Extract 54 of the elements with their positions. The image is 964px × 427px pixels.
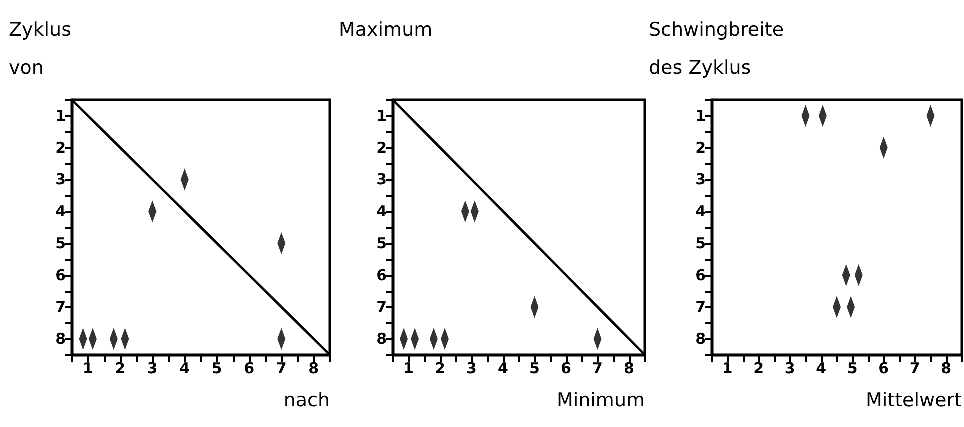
y-tick-label: 8: [56, 330, 66, 348]
y-tick-label: 4: [56, 202, 66, 221]
x-axis-title: Minimum: [556, 390, 645, 412]
y-tick-label: 4: [696, 202, 706, 221]
x-tick-label: 5: [212, 360, 222, 378]
y-tick-label: 7: [376, 298, 387, 316]
y-tick-label: 6: [376, 266, 387, 284]
y-tick-label: 5: [376, 234, 387, 252]
x-tick-label: 4: [180, 360, 190, 378]
y-tick-label: 1: [56, 106, 66, 125]
x-tick-label: 7: [276, 360, 287, 378]
y-tick-label: 2: [376, 138, 387, 157]
y-tick-label: 3: [696, 170, 706, 189]
x-tick-label: 3: [147, 360, 158, 378]
x-tick-label: 2: [435, 360, 446, 378]
y-tick-label: 6: [696, 266, 706, 284]
x-tick-label: 8: [941, 360, 952, 378]
x-tick-label: 4: [498, 360, 508, 378]
y-tick-label: 7: [56, 298, 66, 316]
y-tick-label: 2: [696, 138, 706, 157]
x-tick-label: 2: [115, 360, 126, 378]
y-axis-title: Zyklus von: [9, 19, 72, 79]
x-tick-label: 8: [624, 360, 634, 378]
x-tick-label: 7: [910, 360, 920, 378]
y-tick-label: 8: [696, 330, 706, 348]
x-tick-label: 1: [404, 360, 414, 378]
y-tick-label: 5: [56, 234, 66, 252]
x-tick-label: 5: [530, 360, 540, 378]
x-tick-label: 6: [561, 360, 572, 378]
y-tick-label: 3: [376, 170, 387, 189]
x-tick-label: 8: [308, 360, 320, 378]
x-tick-label: 6: [244, 360, 255, 378]
y-tick-label: 4: [376, 202, 387, 221]
x-tick-label: 5: [847, 360, 858, 378]
x-tick-label: 6: [878, 360, 890, 378]
x-tick-label: 2: [754, 360, 764, 378]
y-tick-label: 3: [56, 170, 66, 189]
y-tick-label: 2: [56, 138, 66, 157]
x-tick-label: 1: [722, 360, 733, 378]
y-axis-title: Schwingbreite des Zyklus: [649, 19, 784, 79]
y-tick-label: 5: [696, 234, 706, 252]
x-axis-title: Mittelwert: [866, 390, 962, 412]
y-axis-title: Maximum: [339, 19, 433, 41]
y-tick-label: 6: [56, 266, 66, 284]
x-tick-label: 3: [466, 360, 477, 378]
y-tick-label: 1: [696, 106, 706, 125]
x-tick-label: 4: [816, 360, 827, 378]
x-tick-label: 1: [82, 360, 94, 378]
y-tick-label: 8: [376, 330, 387, 348]
x-axis-title: nach: [284, 390, 330, 412]
y-tick-label: 7: [696, 298, 706, 316]
x-tick-label: 7: [592, 360, 603, 378]
x-tick-label: 3: [784, 360, 796, 378]
y-tick-label: 1: [376, 106, 387, 125]
